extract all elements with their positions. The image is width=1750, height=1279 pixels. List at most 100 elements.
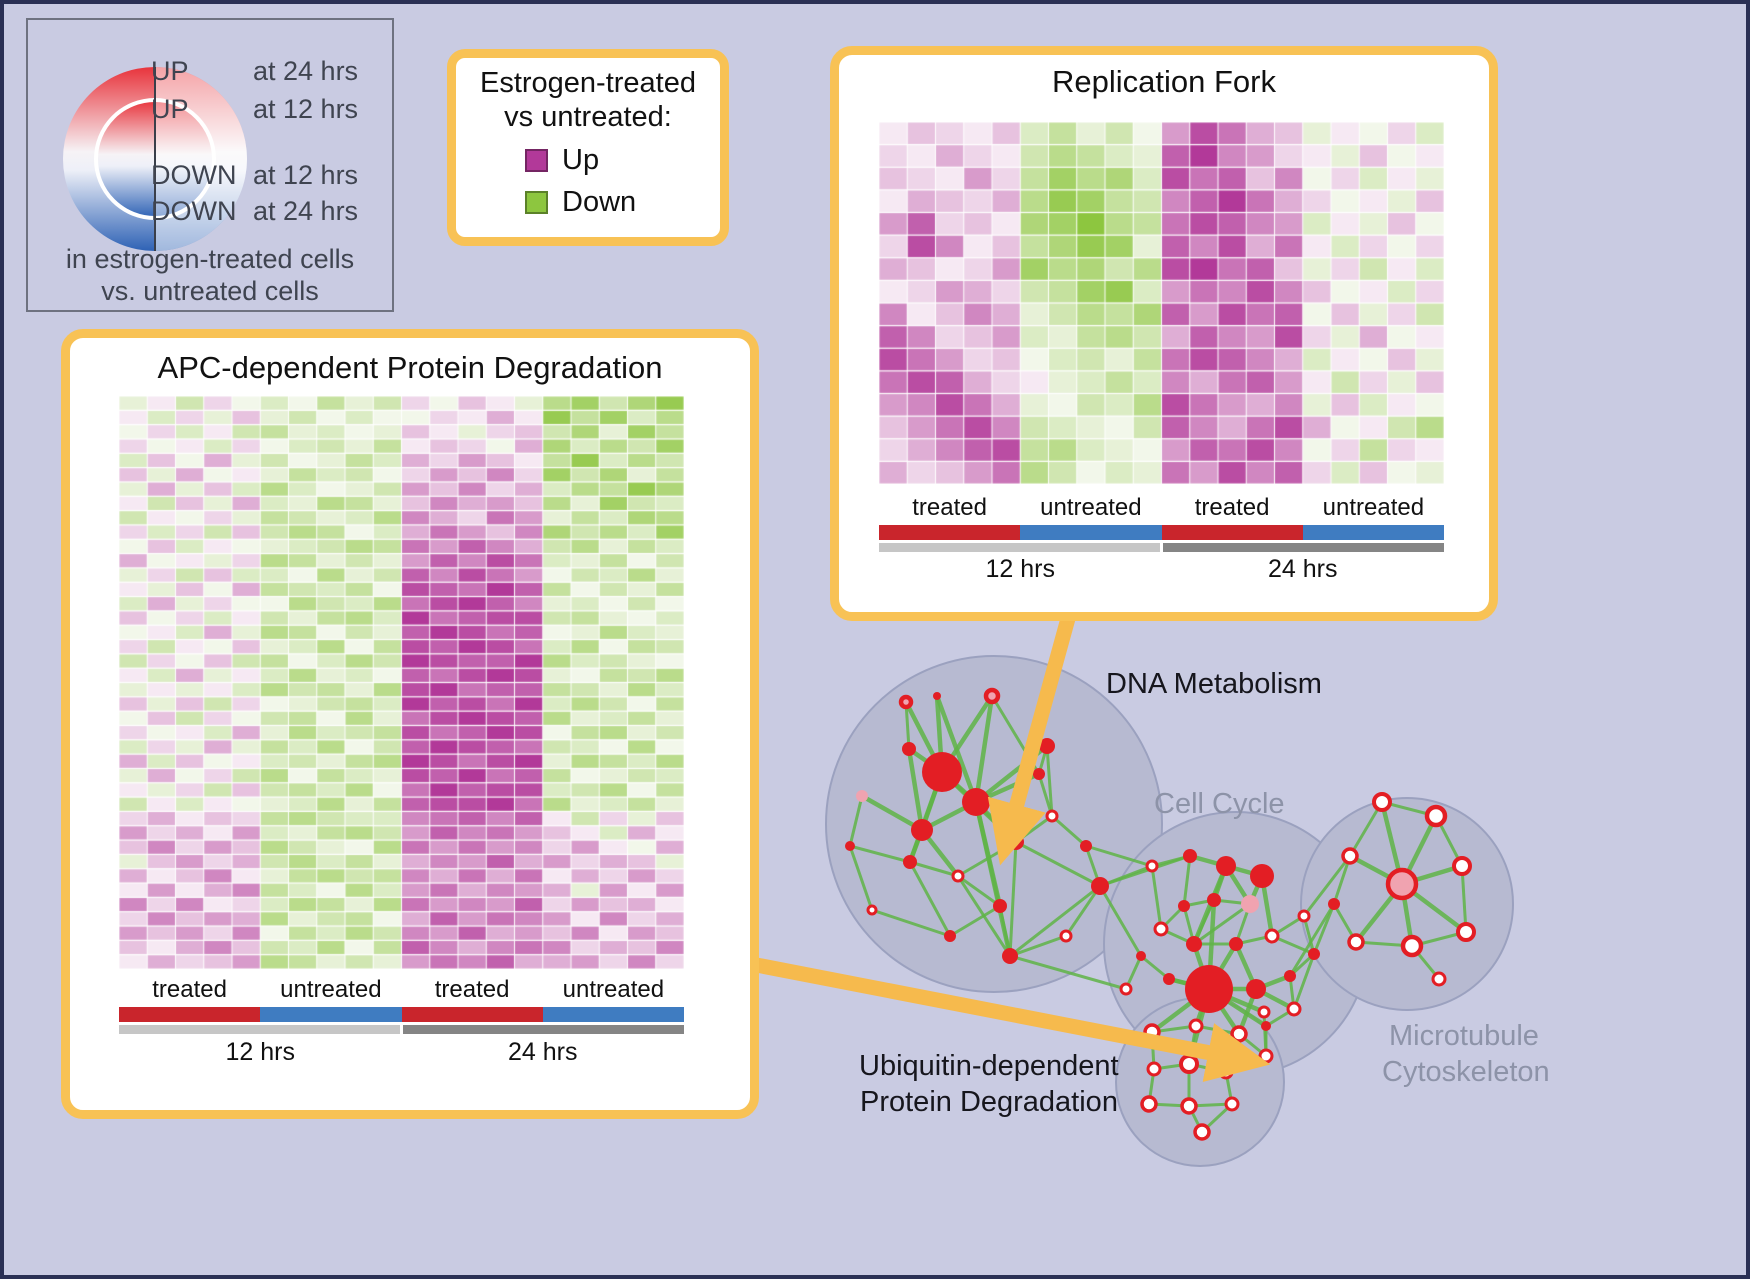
network-node: [1180, 1097, 1198, 1115]
network-node: [1146, 1061, 1162, 1077]
condition-labels: treated untreated treated untreated: [879, 494, 1444, 522]
network-node: [902, 742, 916, 756]
network-node: [1328, 898, 1340, 910]
down-color-swatch: [525, 191, 548, 215]
network-node: [1136, 951, 1146, 961]
network-node: [951, 869, 965, 883]
network-node: [856, 790, 868, 802]
network-node: [1216, 856, 1236, 876]
network-edge: [1292, 953, 1316, 1010]
legend-footer-line2: vs. untreated cells: [101, 276, 319, 306]
updown-legend-graphic: [63, 67, 247, 251]
network-edge: [1051, 814, 1087, 848]
network-edge: [1193, 902, 1251, 946]
network-edge: [1045, 745, 1054, 817]
legend-time-label: at 12 hrs: [253, 160, 359, 190]
network-graph: [739, 602, 1514, 1167]
network-edge: [973, 695, 995, 803]
inner-circle-highlight: [155, 100, 214, 218]
network-node: [1091, 877, 1109, 895]
network-node: [1250, 864, 1274, 888]
network-edge: [1085, 844, 1153, 868]
network-node: [911, 819, 933, 841]
network-node: [993, 899, 1007, 913]
network-edge: [1312, 903, 1336, 955]
condition-label: treated: [434, 976, 510, 1003]
annotation-arrow: [987, 602, 1080, 866]
untreated-bar: [542, 1007, 684, 1022]
time-label-12hrs: 12 hrs: [985, 555, 1055, 583]
network-node: [1186, 936, 1202, 952]
network-edge: [1460, 865, 1468, 933]
network-node: [1400, 934, 1424, 958]
hrs24-bar: [1163, 543, 1444, 552]
estrogen-legend-box: Estrogen-treated vs untreated: Up Down: [447, 49, 729, 246]
network-node: [1119, 982, 1133, 996]
legend-time-label: at 24 hrs: [253, 56, 359, 86]
network-node: [845, 841, 855, 851]
hrs12-bar: [119, 1025, 400, 1034]
hrs12-bar: [879, 543, 1160, 552]
network-edge: [1140, 954, 1170, 981]
network-node: [1033, 768, 1045, 780]
network-node: [1140, 1095, 1158, 1113]
time-color-bar: [879, 543, 1444, 552]
network-node: [1452, 856, 1472, 876]
legend-footer-line1: in estrogen-treated cells: [65, 244, 355, 274]
network-edge: [871, 908, 951, 938]
estrogen-legend-items: Up Down: [456, 144, 720, 219]
network-edge: [1009, 884, 1101, 958]
condition-label: untreated: [1322, 494, 1425, 521]
network-node: [1153, 921, 1169, 937]
network-node: [1179, 1054, 1199, 1074]
condition-labels: treated untreated treated untreated: [119, 976, 684, 1004]
network-edge: [848, 795, 864, 847]
network-node: [866, 904, 878, 916]
network-node: [898, 694, 914, 710]
untreated-bar: [260, 1007, 402, 1022]
network-node: [1257, 1005, 1271, 1019]
network-node: [1163, 973, 1175, 985]
network-edge: [1348, 801, 1384, 857]
network-node: [983, 687, 1001, 705]
down-label: Down: [562, 186, 637, 219]
condition-color-bar: [879, 525, 1444, 540]
network-edge: [908, 861, 952, 937]
network-edge: [860, 794, 924, 832]
network-node: [1431, 971, 1447, 987]
network-node: [1145, 859, 1159, 873]
network-node: [1185, 965, 1233, 1013]
time-color-bar: [119, 1025, 684, 1034]
network-node: [1246, 979, 1266, 999]
network-edge: [1037, 773, 1054, 817]
network-edge: [1302, 855, 1352, 917]
network-node: [1456, 922, 1476, 942]
hrs24-bar: [403, 1025, 684, 1034]
estrogen-legend-title-line1: Estrogen-treated: [479, 67, 696, 99]
network-node: [1039, 738, 1055, 754]
network-node: [1230, 1025, 1248, 1043]
condition-label: treated: [152, 976, 227, 1003]
network-node: [944, 930, 956, 942]
network-edge: [957, 874, 1001, 908]
annotation-arrow: [739, 954, 1271, 1083]
network-edge: [904, 701, 911, 750]
legend-dir-label: DOWN: [151, 160, 237, 190]
time-label-12hrs: 12 hrs: [225, 1038, 295, 1066]
network-node: [1241, 895, 1259, 913]
untreated-bar: [1020, 525, 1162, 540]
condition-label: untreated: [1040, 494, 1142, 521]
network-node: [1284, 970, 1296, 982]
condition-label: treated: [1194, 494, 1270, 521]
network-edge: [949, 904, 1001, 938]
network-edge: [1009, 934, 1067, 958]
network-node: [1193, 1123, 1211, 1141]
legend-item-down: Down: [525, 186, 651, 219]
legend-item-up: Up: [525, 144, 651, 177]
treated-bar: [119, 1007, 261, 1022]
network-edge: [848, 845, 874, 911]
network-edge: [1288, 903, 1336, 977]
network-edge: [1098, 885, 1143, 957]
time-labels: 12 hrs 24 hrs: [879, 555, 1444, 584]
network-node: [1188, 1018, 1204, 1034]
